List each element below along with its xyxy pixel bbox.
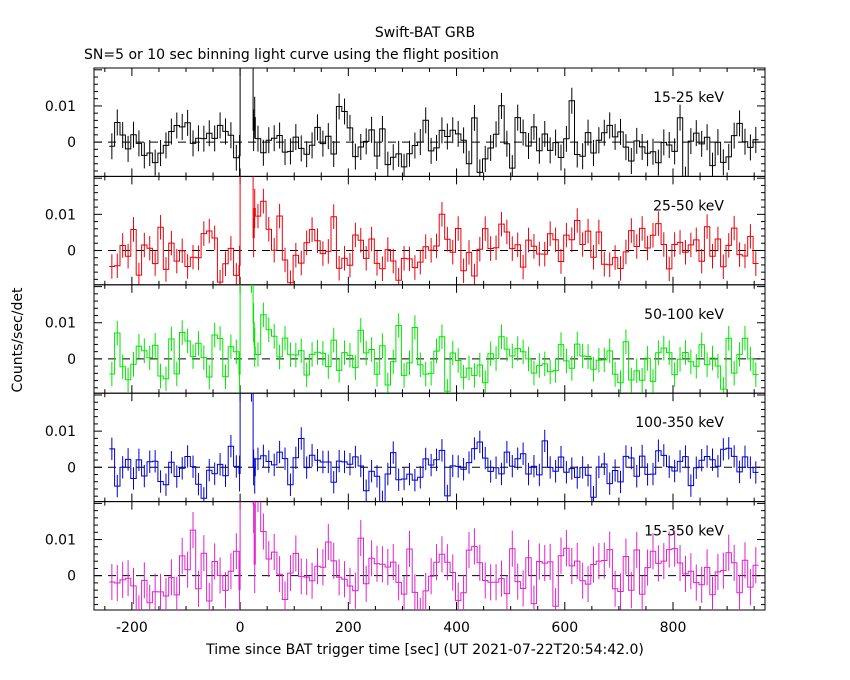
series-label: 15-25 keV [653, 90, 724, 106]
panel-frame [93, 284, 766, 394]
series-label: 50-100 keV [644, 307, 724, 323]
y-tick-label: 0.01 [45, 533, 76, 549]
series-line [109, 68, 759, 177]
series-label: 25-50 keV [653, 198, 724, 214]
step-curve [109, 284, 759, 392]
step-curve [109, 176, 759, 284]
x-tick-label: 400 [443, 620, 470, 636]
panel-5: 0 0.01 15-350 keV [45, 501, 766, 611]
panel-frame [93, 501, 766, 611]
series-line [109, 501, 759, 611]
panel-4: 0 0.01 100-350 keV [45, 392, 766, 503]
step-curve [109, 501, 759, 611]
panel-frame [93, 175, 766, 286]
panel-2: 0 0.01 25-50 keV [45, 175, 766, 286]
series-line [109, 284, 759, 394]
panel-3: 0 0.01 50-100 keV [45, 284, 766, 394]
panels-group: 0 0.01 15-25 keV 0 0.01 25-50 keV 0 0.01 50-100 … [45, 67, 766, 636]
step-curve [109, 68, 759, 177]
x-tick-label: 0 [236, 620, 245, 636]
y-tick-label: 0.01 [45, 207, 76, 223]
panel-frame [93, 392, 766, 503]
y-tick-label: 0 [67, 352, 76, 368]
y-tick-label: 0.01 [45, 424, 76, 440]
y-tick-label: 0 [67, 460, 76, 476]
series-label: 15-350 keV [644, 524, 724, 540]
step-curve [109, 393, 759, 502]
y-tick-label: 0.01 [45, 316, 76, 332]
x-axis-label: Time since BAT trigger time [sec] (UT 20… [205, 642, 644, 658]
series-line [109, 176, 759, 285]
x-tick-label: 600 [551, 620, 578, 636]
chart-subtitle: SN=5 or 10 sec binning light curve using… [84, 47, 499, 63]
y-tick-label: 0 [67, 243, 76, 259]
y-tick-label: 0.01 [45, 99, 76, 115]
series-line [109, 393, 759, 502]
chart-title: Swift-BAT GRB [375, 25, 475, 41]
y-tick-label: 0 [67, 135, 76, 151]
y-tick-label: 0 [67, 569, 76, 585]
x-tick-label: 800 [660, 620, 687, 636]
series-label: 100-350 keV [635, 415, 724, 431]
y-axis-label: Counts/sec/det [10, 287, 26, 392]
x-tick-label: -200 [116, 620, 148, 636]
x-tick-label: 200 [335, 620, 362, 636]
panel-1: 0 0.01 15-25 keV [45, 67, 766, 177]
panel-frame [93, 67, 766, 177]
